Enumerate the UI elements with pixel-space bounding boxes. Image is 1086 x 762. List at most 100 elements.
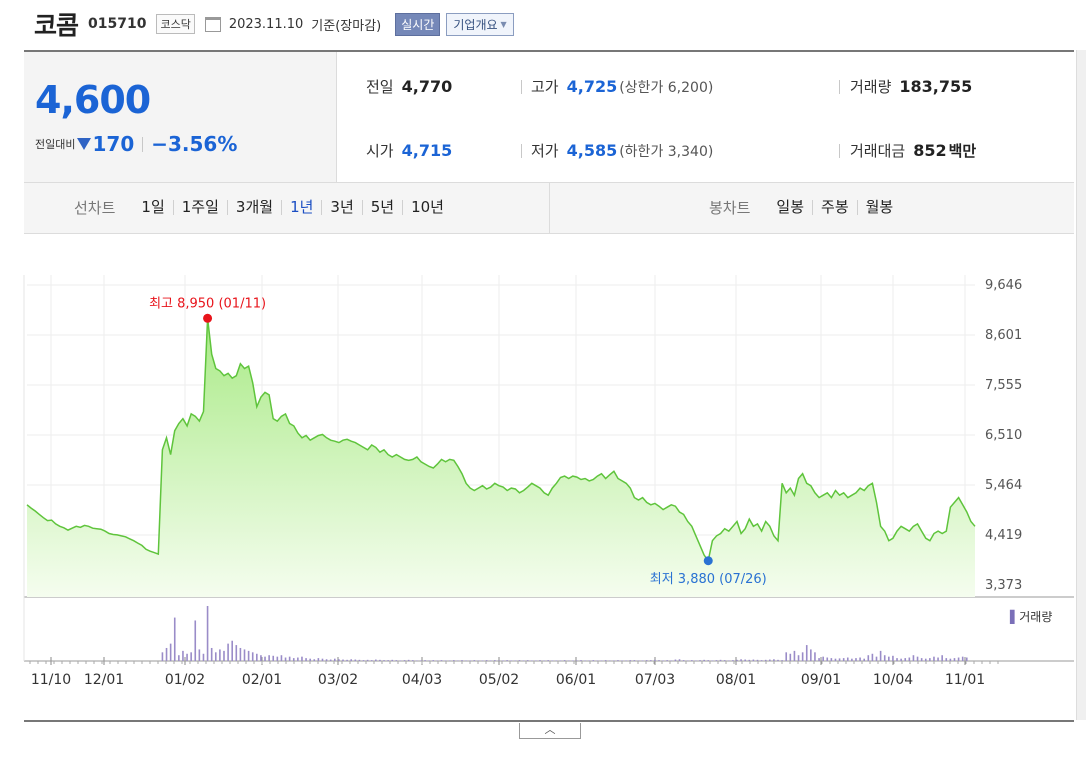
volume-bar [256, 653, 258, 661]
volume-bar [764, 659, 767, 661]
tab-3[interactable]: 1년 [281, 200, 321, 215]
volume-bar [223, 650, 225, 661]
x-tick-label: 12/01 [84, 672, 124, 688]
volume-bar [929, 658, 931, 661]
volume-bar [231, 640, 233, 661]
volume-bar [260, 655, 262, 661]
candle-tab-0[interactable]: 일봉 [776, 198, 805, 216]
quote-basis: 기준(장마감) [311, 18, 382, 34]
candle-tab-2[interactable]: 월봉 [856, 200, 902, 215]
volume-bar [276, 656, 279, 661]
annotations: 최고 8,950 (01/11) 최저 3,880 (07/26) [149, 296, 767, 586]
volume-bar [465, 660, 467, 661]
realtime-button[interactable]: 실시간 [395, 12, 441, 36]
volume-bar [407, 659, 410, 661]
volume-bar [190, 652, 192, 661]
change-percent: −3.56% [151, 132, 238, 156]
change-value: 170 [92, 132, 135, 156]
volume-bar [506, 660, 508, 661]
high-marker [203, 313, 213, 323]
y-tick-label: 7,555 [985, 378, 1022, 393]
volume-bar [760, 660, 763, 661]
price-chart: 9,646 8,601 7,555 6,510 5,464 4,419 3,373 11/1… [23, 275, 1074, 688]
volume-bar [448, 660, 451, 661]
volume-bar [883, 655, 886, 661]
volume-bar [329, 659, 332, 661]
volume-bar [867, 655, 870, 661]
volume-bar [284, 657, 287, 661]
volume-bar [859, 657, 861, 661]
volume-bar [830, 658, 833, 661]
volume-bar [350, 659, 353, 661]
volume-bar [814, 652, 816, 661]
low-annotation: 최저 3,880 (07/26) [650, 572, 767, 587]
tab-6[interactable]: 10년 [402, 200, 452, 215]
tab-5[interactable]: 5년 [361, 200, 402, 215]
line-chart-tabs: 선차트 1일 1주일 3개월 1년 3년 5년 10년 [24, 183, 550, 234]
candle-tab-1[interactable]: 주봉 [812, 200, 857, 215]
volume-bar [342, 659, 344, 661]
x-tick-label: 10/04 [873, 672, 913, 688]
volume-bar [379, 659, 381, 661]
volume-bar [424, 660, 426, 661]
scrollbar[interactable] [1076, 50, 1086, 720]
volume-bar [292, 658, 295, 661]
volume-bar [169, 643, 172, 661]
volume-bar [321, 658, 324, 661]
volume-bar [953, 658, 956, 661]
tab-0[interactable]: 1일 [141, 198, 165, 216]
y-tick-label: 9,646 [985, 278, 1022, 293]
volume-bar [600, 660, 603, 661]
volume-bar [875, 656, 878, 661]
volume-bar [838, 658, 841, 661]
tab-1[interactable]: 1주일 [172, 200, 227, 215]
y-tick-label: 5,464 [985, 478, 1022, 493]
amount-label: 거래대금 [850, 142, 906, 160]
volume-bar [719, 659, 722, 661]
volume-bar [477, 660, 480, 661]
volume-bar [469, 660, 472, 661]
volume-bar [432, 660, 435, 661]
stock-header: 코콤 015710 코스닥 2023.11.10 기준(장마감) 실시간 기업개… [34, 6, 514, 42]
volume-bar [481, 660, 484, 661]
volume-bar [182, 650, 184, 661]
volume-bar [637, 660, 640, 661]
volume-bar [325, 659, 328, 661]
volume-bar [202, 653, 205, 661]
current-price: 4,600 [35, 78, 151, 122]
volume-bar [309, 658, 311, 661]
company-overview-button[interactable]: 기업개요 ▼ [446, 12, 514, 36]
divider [521, 80, 522, 94]
volume-bar [920, 658, 923, 661]
quote-date: 2023.11.10 [228, 16, 304, 32]
volume-bar [732, 660, 734, 661]
volume-bar [834, 658, 837, 661]
volume-bar [502, 660, 504, 661]
volume-bar [662, 660, 664, 661]
tab-4[interactable]: 3년 [321, 200, 361, 215]
volume-bar [740, 659, 742, 661]
volume-bar [206, 606, 209, 661]
volume-bar [818, 658, 820, 661]
volume-bar [366, 659, 369, 661]
volume-bar [288, 656, 291, 661]
volume-bar [243, 649, 246, 661]
volume-bar [268, 655, 270, 661]
prev-close: 전일 4,770 [366, 76, 452, 97]
volume-bar [489, 660, 492, 661]
volume-bar [559, 660, 562, 661]
volume-bar [333, 658, 336, 661]
x-tick-label: 05/02 [479, 672, 519, 688]
volume-bar [686, 660, 689, 661]
collapse-button[interactable]: ︿ [519, 723, 581, 739]
volume-bar [555, 660, 558, 661]
volume-bar [530, 660, 533, 661]
volume-bar [264, 656, 266, 661]
volume-bar [297, 657, 299, 661]
volume-bar [789, 653, 792, 661]
tab-2[interactable]: 3개월 [226, 200, 281, 215]
volume-bar [625, 660, 627, 661]
volume-bar [416, 660, 418, 661]
lower-limit: (하한가 3,340) [619, 144, 714, 160]
volume-bar [198, 649, 201, 661]
